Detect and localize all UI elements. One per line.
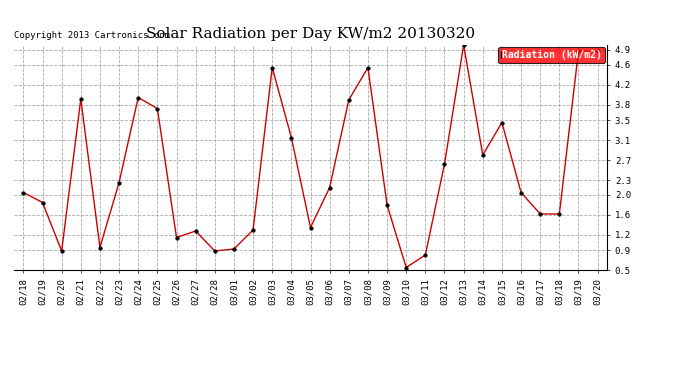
Title: Solar Radiation per Day KW/m2 20130320: Solar Radiation per Day KW/m2 20130320	[146, 27, 475, 41]
Text: Copyright 2013 Cartronics.com: Copyright 2013 Cartronics.com	[14, 32, 170, 40]
Legend: Radiation (kW/m2): Radiation (kW/m2)	[497, 47, 605, 63]
